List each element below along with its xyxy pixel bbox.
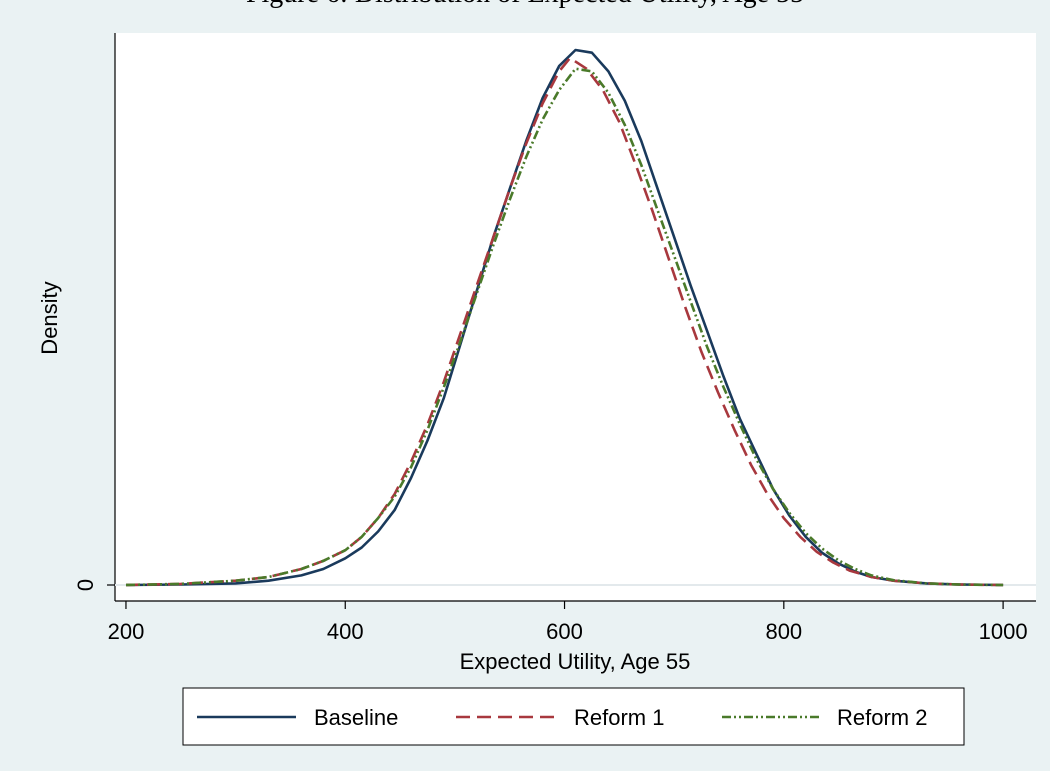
x-ticks: 200 400 600 800 1000: [108, 601, 1028, 644]
legend-items: Baseline Reform 1 Reform 2: [197, 705, 927, 730]
x-tick-label: 600: [546, 619, 583, 644]
y-axis-label: Density: [37, 281, 62, 354]
plot-area: [115, 33, 1036, 601]
legend-label-reform-1: Reform 1: [574, 705, 664, 730]
x-tick-label: 1000: [979, 619, 1028, 644]
x-tick-label: 400: [327, 619, 364, 644]
y-tick-label: 0: [73, 579, 98, 591]
legend-label-baseline: Baseline: [314, 705, 398, 730]
legend-label-reform-2: Reform 2: [837, 705, 927, 730]
series-line-reform-1: [125, 56, 1004, 587]
y-ticks: 0: [73, 579, 115, 591]
chart-title: Figure 6: Distribution of Expected Utili…: [0, 0, 1050, 10]
series-line-reform-2: [125, 67, 1004, 587]
series-line-baseline: [125, 48, 1004, 587]
x-axis-label: Expected Utility, Age 55: [460, 649, 691, 674]
legend-box: [182, 687, 965, 746]
legend: Baseline Reform 1 Reform 2: [182, 687, 965, 746]
x-tick-label: 200: [108, 619, 145, 644]
x-tick-label: 800: [765, 619, 802, 644]
series-group: [125, 48, 1004, 587]
